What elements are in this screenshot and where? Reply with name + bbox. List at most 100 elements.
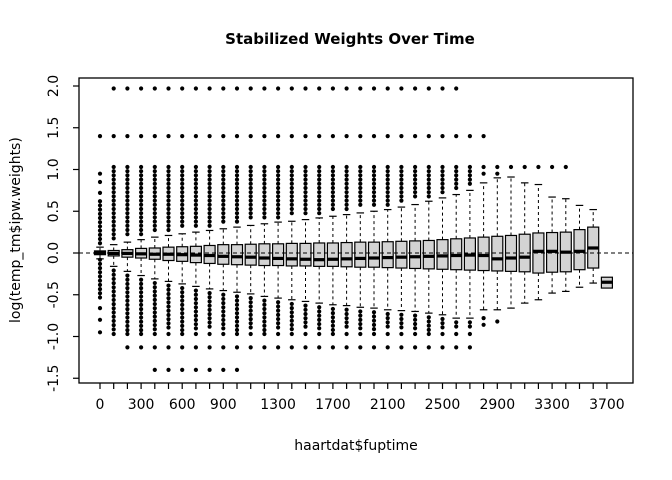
median-line <box>423 254 435 258</box>
outlier-dot <box>193 86 198 91</box>
outlier-dot <box>180 173 185 178</box>
outlier-dot <box>234 181 240 186</box>
outlier-dot <box>180 315 185 320</box>
outlier-dot <box>152 86 157 91</box>
outlier-dot <box>385 198 390 203</box>
outlier-dot <box>522 164 527 170</box>
median-line <box>409 255 421 259</box>
outlier-dot <box>440 181 445 186</box>
iqr-box <box>217 244 230 265</box>
y-tick-label: 1.0 <box>46 158 62 180</box>
outlier-dot <box>289 202 294 207</box>
outlier-dot <box>454 164 459 170</box>
outlier-dot <box>358 169 363 174</box>
outlier-dot <box>358 185 363 191</box>
outlier-dot <box>111 272 116 277</box>
outlier-dot <box>262 327 267 333</box>
outlier-dot <box>330 202 335 207</box>
outlier-dot <box>248 321 253 326</box>
outlier-dot <box>467 181 472 186</box>
outlier-dot <box>399 321 404 326</box>
outlier-dot <box>563 164 568 170</box>
boxplot <box>436 197 449 316</box>
outlier-dot <box>207 290 212 296</box>
outlier-dot <box>413 321 418 327</box>
outlier-dot <box>221 86 226 91</box>
outlier-dot <box>467 324 472 329</box>
outlier-dot <box>426 181 431 186</box>
outlier-dot <box>152 177 157 182</box>
outlier-dot <box>303 211 308 216</box>
outlier-dot <box>262 202 267 207</box>
outlier-dot <box>207 185 212 191</box>
median-line <box>108 251 120 256</box>
outlier-dot <box>152 289 157 294</box>
outlier-dot <box>152 211 157 216</box>
outlier-dot <box>234 306 240 312</box>
outlier-dot <box>166 304 171 309</box>
outlier-dot <box>180 311 185 316</box>
outlier-dot <box>234 319 240 324</box>
outlier-dot <box>276 181 281 186</box>
median-line <box>163 252 174 256</box>
x-tick-label: 3300 <box>534 397 570 413</box>
outlier-dot <box>125 164 130 170</box>
outlier-dot <box>207 331 212 337</box>
outlier-dot <box>330 86 335 91</box>
outlier-dot <box>262 181 267 186</box>
outlier-dot <box>152 215 157 220</box>
outlier-dot <box>234 298 240 303</box>
median-line <box>574 249 585 253</box>
outlier-dot <box>248 190 253 195</box>
outlier-dot <box>139 298 144 303</box>
outlier-dot <box>125 277 130 282</box>
outlier-dot <box>193 206 198 212</box>
outlier-dot <box>344 194 349 199</box>
outlier-dot <box>426 331 431 337</box>
outlier-dot <box>303 134 308 139</box>
outlier-dot <box>180 181 185 186</box>
outlier-dot <box>111 215 116 220</box>
outlier-dot <box>426 173 431 178</box>
outlier-dot <box>289 314 294 319</box>
outlier-dot <box>317 309 322 314</box>
outlier-dot <box>454 320 459 325</box>
iqr-box <box>230 244 244 266</box>
outlier-dot <box>289 331 294 337</box>
outlier-dot <box>289 185 294 191</box>
outlier-dot <box>344 206 349 212</box>
outlier-dot <box>207 223 212 228</box>
iqr-box <box>409 240 422 270</box>
outlier-dot <box>111 268 116 273</box>
outlier-dot <box>248 164 253 170</box>
outlier-dot <box>330 185 335 191</box>
outlier-dot <box>166 331 171 337</box>
outlier-dot <box>303 324 308 329</box>
outlier-dot <box>344 331 349 337</box>
outlier-dot <box>193 181 198 186</box>
outlier-dot <box>111 223 116 228</box>
outlier-dot <box>111 331 116 337</box>
outlier-dot <box>330 345 335 350</box>
outlier-dot <box>97 228 103 233</box>
outlier-dot <box>166 185 171 191</box>
outlier-dot <box>139 198 144 203</box>
outlier-dot <box>125 185 130 191</box>
outlier-dot <box>125 190 130 195</box>
boxplot <box>107 244 120 267</box>
outlier-dot <box>371 314 377 319</box>
outlier-dot <box>344 316 349 321</box>
outlier-dot <box>139 223 144 228</box>
outlier-dot <box>467 320 472 325</box>
outlier-dot <box>125 173 130 178</box>
outlier-dot <box>248 316 253 322</box>
boxplot <box>450 193 463 319</box>
outlier-dot <box>344 181 349 186</box>
outlier-dot <box>358 134 363 139</box>
outlier-dot <box>234 315 240 320</box>
outlier-dot <box>152 345 157 350</box>
outlier-dot <box>207 299 212 304</box>
outlier-dot <box>454 169 459 174</box>
outlier-dot <box>413 164 418 170</box>
chart-title: Stabilized Weights Over Time <box>225 30 475 48</box>
